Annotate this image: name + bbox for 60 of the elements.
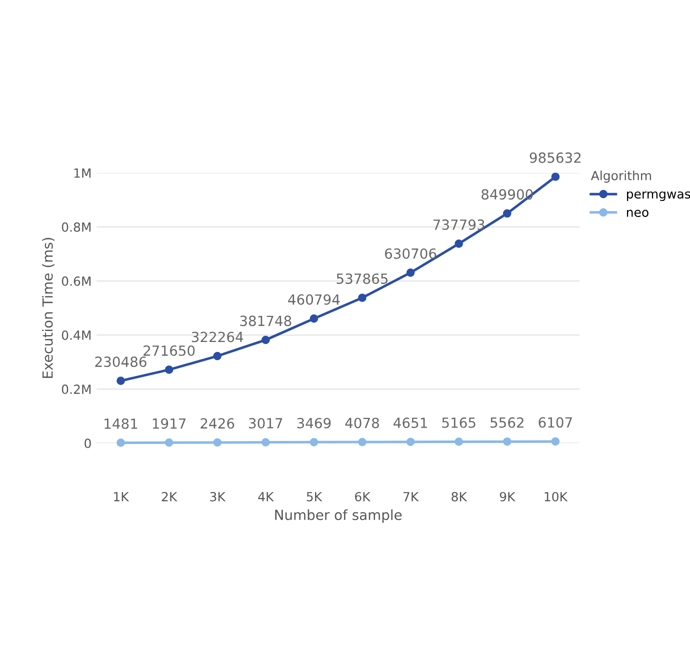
point <box>454 438 464 446</box>
y-tick-label: 1M <box>74 168 91 178</box>
point <box>116 438 125 447</box>
data-label: 2426 <box>200 418 234 429</box>
x-tick-label: 4K <box>258 492 274 502</box>
point <box>551 172 560 181</box>
data-label: 6107 <box>538 417 572 428</box>
y-tick-label: 0.4M <box>62 330 91 340</box>
data-label: 985632 <box>530 152 581 163</box>
x-tick-label: 5K <box>306 492 322 502</box>
data-label: 381748 <box>240 316 292 326</box>
point <box>358 438 366 446</box>
data-label: 5165 <box>442 417 476 428</box>
point <box>261 438 270 446</box>
data-label: 5562 <box>490 417 524 428</box>
point <box>310 438 318 446</box>
data-label: 3017 <box>249 418 282 428</box>
data-label: 230486 <box>95 356 146 368</box>
x-tick-label: 3K <box>210 492 226 502</box>
x-tick-label: 1K <box>114 492 130 502</box>
point <box>406 268 415 277</box>
data-label: 537865 <box>336 273 388 284</box>
legend-label: neo <box>626 210 648 217</box>
data-label: 4651 <box>394 418 427 428</box>
point <box>358 294 366 302</box>
data-label: 3469 <box>297 418 331 428</box>
x-tick-label: 6K <box>355 492 371 502</box>
x-tick-label: 8K <box>452 492 468 502</box>
y-tick-label: 0.8M <box>62 222 91 232</box>
data-label: 4078 <box>345 418 379 428</box>
x-tick-label: 2K <box>162 492 178 502</box>
data-label: 1481 <box>104 418 138 429</box>
y-tick-label: 0 <box>84 438 91 448</box>
data-label: 271650 <box>144 345 195 356</box>
point <box>310 314 318 323</box>
data-label: 630706 <box>385 248 436 259</box>
y-axis-title: Execution Time (ms) <box>42 238 54 378</box>
data-label: 1917 <box>152 418 186 429</box>
point <box>116 376 125 385</box>
point <box>164 366 174 374</box>
point <box>406 438 415 446</box>
data-label: 322264 <box>192 332 244 342</box>
x-tick-label: 7K <box>404 492 419 502</box>
legend-label: permgwas <box>626 191 690 202</box>
point <box>164 438 174 447</box>
legend-title: Algorithm <box>590 170 652 183</box>
point <box>213 352 222 360</box>
y-tick-label: 0.2M <box>62 384 91 394</box>
point <box>502 437 512 446</box>
x-axis-title: Number of sample <box>275 509 402 523</box>
x-tick-label: 10K <box>544 492 568 502</box>
point <box>261 336 270 344</box>
data-label: 460794 <box>288 294 340 305</box>
point <box>551 437 560 446</box>
y-tick-label: 0.6M <box>62 276 91 286</box>
point <box>213 438 222 447</box>
x-tick-label: 9K <box>500 492 516 502</box>
point <box>502 209 512 218</box>
data-label: 737793 <box>433 219 484 230</box>
point <box>454 240 464 248</box>
